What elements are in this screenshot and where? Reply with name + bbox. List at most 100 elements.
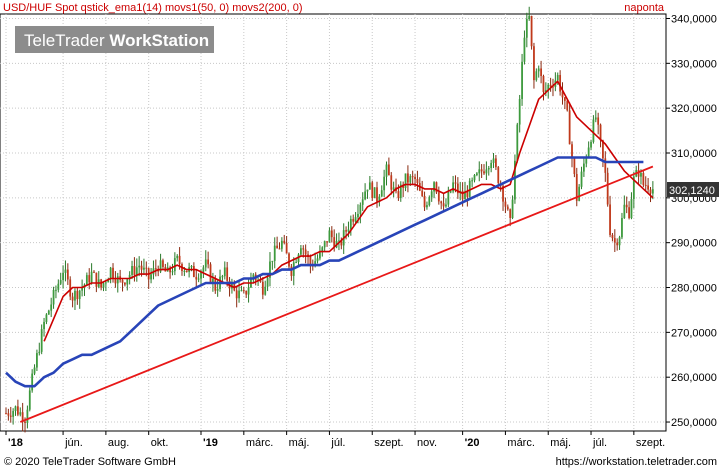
candle-body: [387, 164, 390, 176]
candle-body: [473, 175, 476, 181]
x-tick-label: júl.: [330, 437, 345, 449]
candle-body: [604, 158, 607, 173]
candle-body: [442, 203, 445, 207]
candle-body: [238, 290, 240, 299]
candle-body: [33, 367, 36, 374]
candle-body: [16, 406, 19, 415]
footer-url[interactable]: https://workstation.teletrader.com: [556, 456, 717, 468]
x-tick-label: márc.: [246, 437, 274, 449]
candle-body: [247, 287, 250, 295]
candle-body: [628, 207, 630, 219]
candle-body: [383, 176, 386, 191]
x-tick-label: '19: [203, 437, 218, 449]
candle-body: [414, 176, 416, 180]
candle-body: [24, 421, 26, 423]
candle-body: [514, 160, 516, 200]
candle-body: [235, 290, 238, 299]
x-tick-label: nov.: [417, 437, 437, 449]
candle-body: [421, 190, 424, 196]
candle-body: [461, 190, 464, 200]
candle-body: [200, 271, 202, 279]
candle-body: [530, 15, 533, 47]
candle-body: [523, 37, 526, 62]
candle-body: [464, 191, 466, 200]
candle-body: [112, 267, 114, 279]
candle-body: [297, 254, 300, 263]
x-tick-label: máj.: [289, 437, 310, 449]
candle-body: [162, 260, 164, 268]
candle-body: [606, 172, 609, 205]
candle-body: [416, 179, 419, 184]
candle-body: [552, 86, 554, 88]
candle-body: [516, 124, 519, 161]
candle-body: [452, 182, 454, 192]
y-tick-label: 320,0000: [671, 103, 717, 115]
candle-body: [259, 279, 262, 282]
candle-body: [328, 230, 331, 243]
candle-body: [573, 157, 576, 174]
candle-body: [518, 99, 521, 125]
candle-body: [269, 261, 271, 278]
candle-body: [202, 267, 205, 272]
candle-body: [480, 169, 483, 172]
candle-body: [81, 288, 84, 291]
candle-body: [212, 278, 214, 283]
candle-body: [487, 167, 490, 170]
candle-body: [78, 290, 81, 300]
candle-body: [273, 245, 276, 261]
candle-body: [321, 247, 324, 253]
x-tick-label: '20: [465, 437, 480, 449]
candle-body: [535, 71, 538, 81]
candle-body: [171, 271, 174, 273]
candle-body: [428, 197, 431, 206]
candle-body: [7, 413, 10, 416]
candle-body: [66, 269, 69, 280]
candle-body: [449, 191, 452, 193]
candle-body: [36, 353, 38, 368]
candle-body: [547, 84, 550, 91]
candle-body: [71, 296, 74, 301]
footer-copyright: © 2020 TeleTrader Software GmbH: [4, 456, 176, 468]
candle-body: [447, 191, 450, 205]
candle-body: [561, 91, 564, 98]
candle-body: [207, 259, 210, 265]
candle-body: [252, 274, 255, 279]
candle-body: [533, 46, 535, 81]
candle-body: [399, 184, 402, 199]
candle-body: [485, 169, 488, 174]
candle-body: [497, 167, 500, 184]
plot-area[interactable]: [0, 13, 667, 432]
candle-body: [261, 281, 264, 295]
candle-body: [521, 61, 523, 100]
candle-body: [283, 240, 286, 243]
periodicity-label[interactable]: naponta: [624, 2, 665, 14]
watermark-suffix: WorkStation: [109, 31, 209, 50]
candle-body: [371, 182, 374, 199]
candle-body: [271, 260, 274, 262]
candle-body: [642, 173, 645, 185]
price-candles: [5, 6, 654, 433]
candle-body: [40, 329, 43, 352]
candle-body: [609, 204, 611, 235]
candle-body: [104, 282, 107, 284]
candle-body: [85, 275, 88, 285]
candle-body: [183, 270, 186, 272]
candle-body: [354, 217, 357, 222]
candle-body: [12, 410, 15, 417]
candle-body: [580, 171, 583, 187]
candle-body: [76, 290, 79, 300]
candle-body: [226, 267, 229, 281]
y-tick-label: 270,0000: [671, 327, 717, 339]
candle-body: [45, 314, 48, 322]
candle-body: [316, 258, 319, 262]
candle-body: [502, 185, 504, 202]
candle-body: [5, 413, 7, 415]
last-value-text: 302,1240: [669, 185, 715, 197]
candle-body: [143, 267, 145, 270]
candle-body: [623, 204, 626, 219]
candle-body: [506, 206, 509, 210]
candle-body: [185, 270, 188, 273]
candle-body: [566, 100, 569, 111]
